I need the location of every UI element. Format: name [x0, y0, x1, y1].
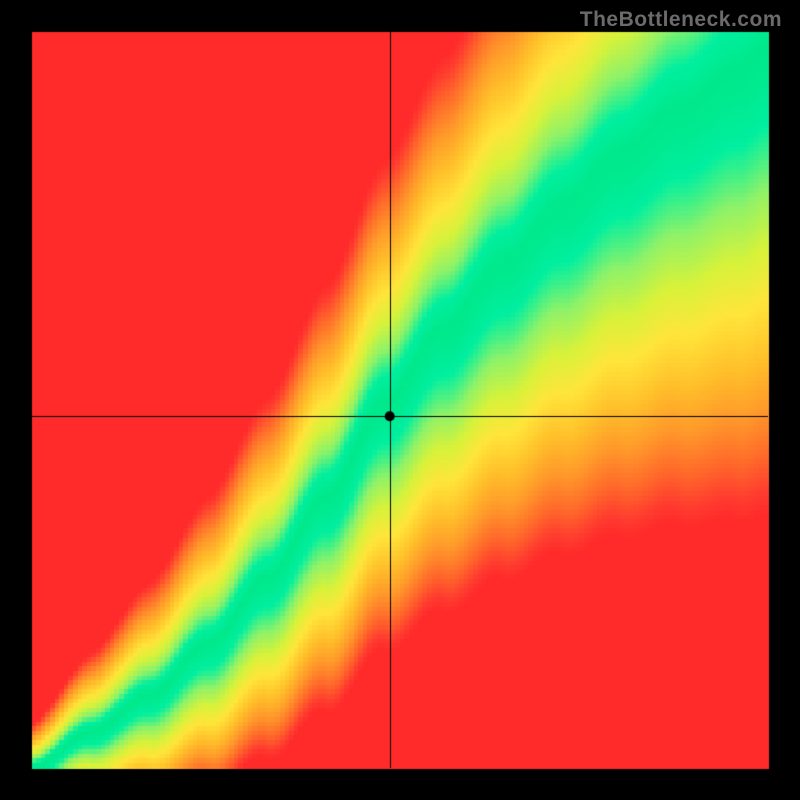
bottleneck-heatmap-canvas [0, 0, 800, 800]
watermark-text: TheBottleneck.com [580, 8, 782, 32]
chart-container: TheBottleneck.com [0, 0, 800, 800]
